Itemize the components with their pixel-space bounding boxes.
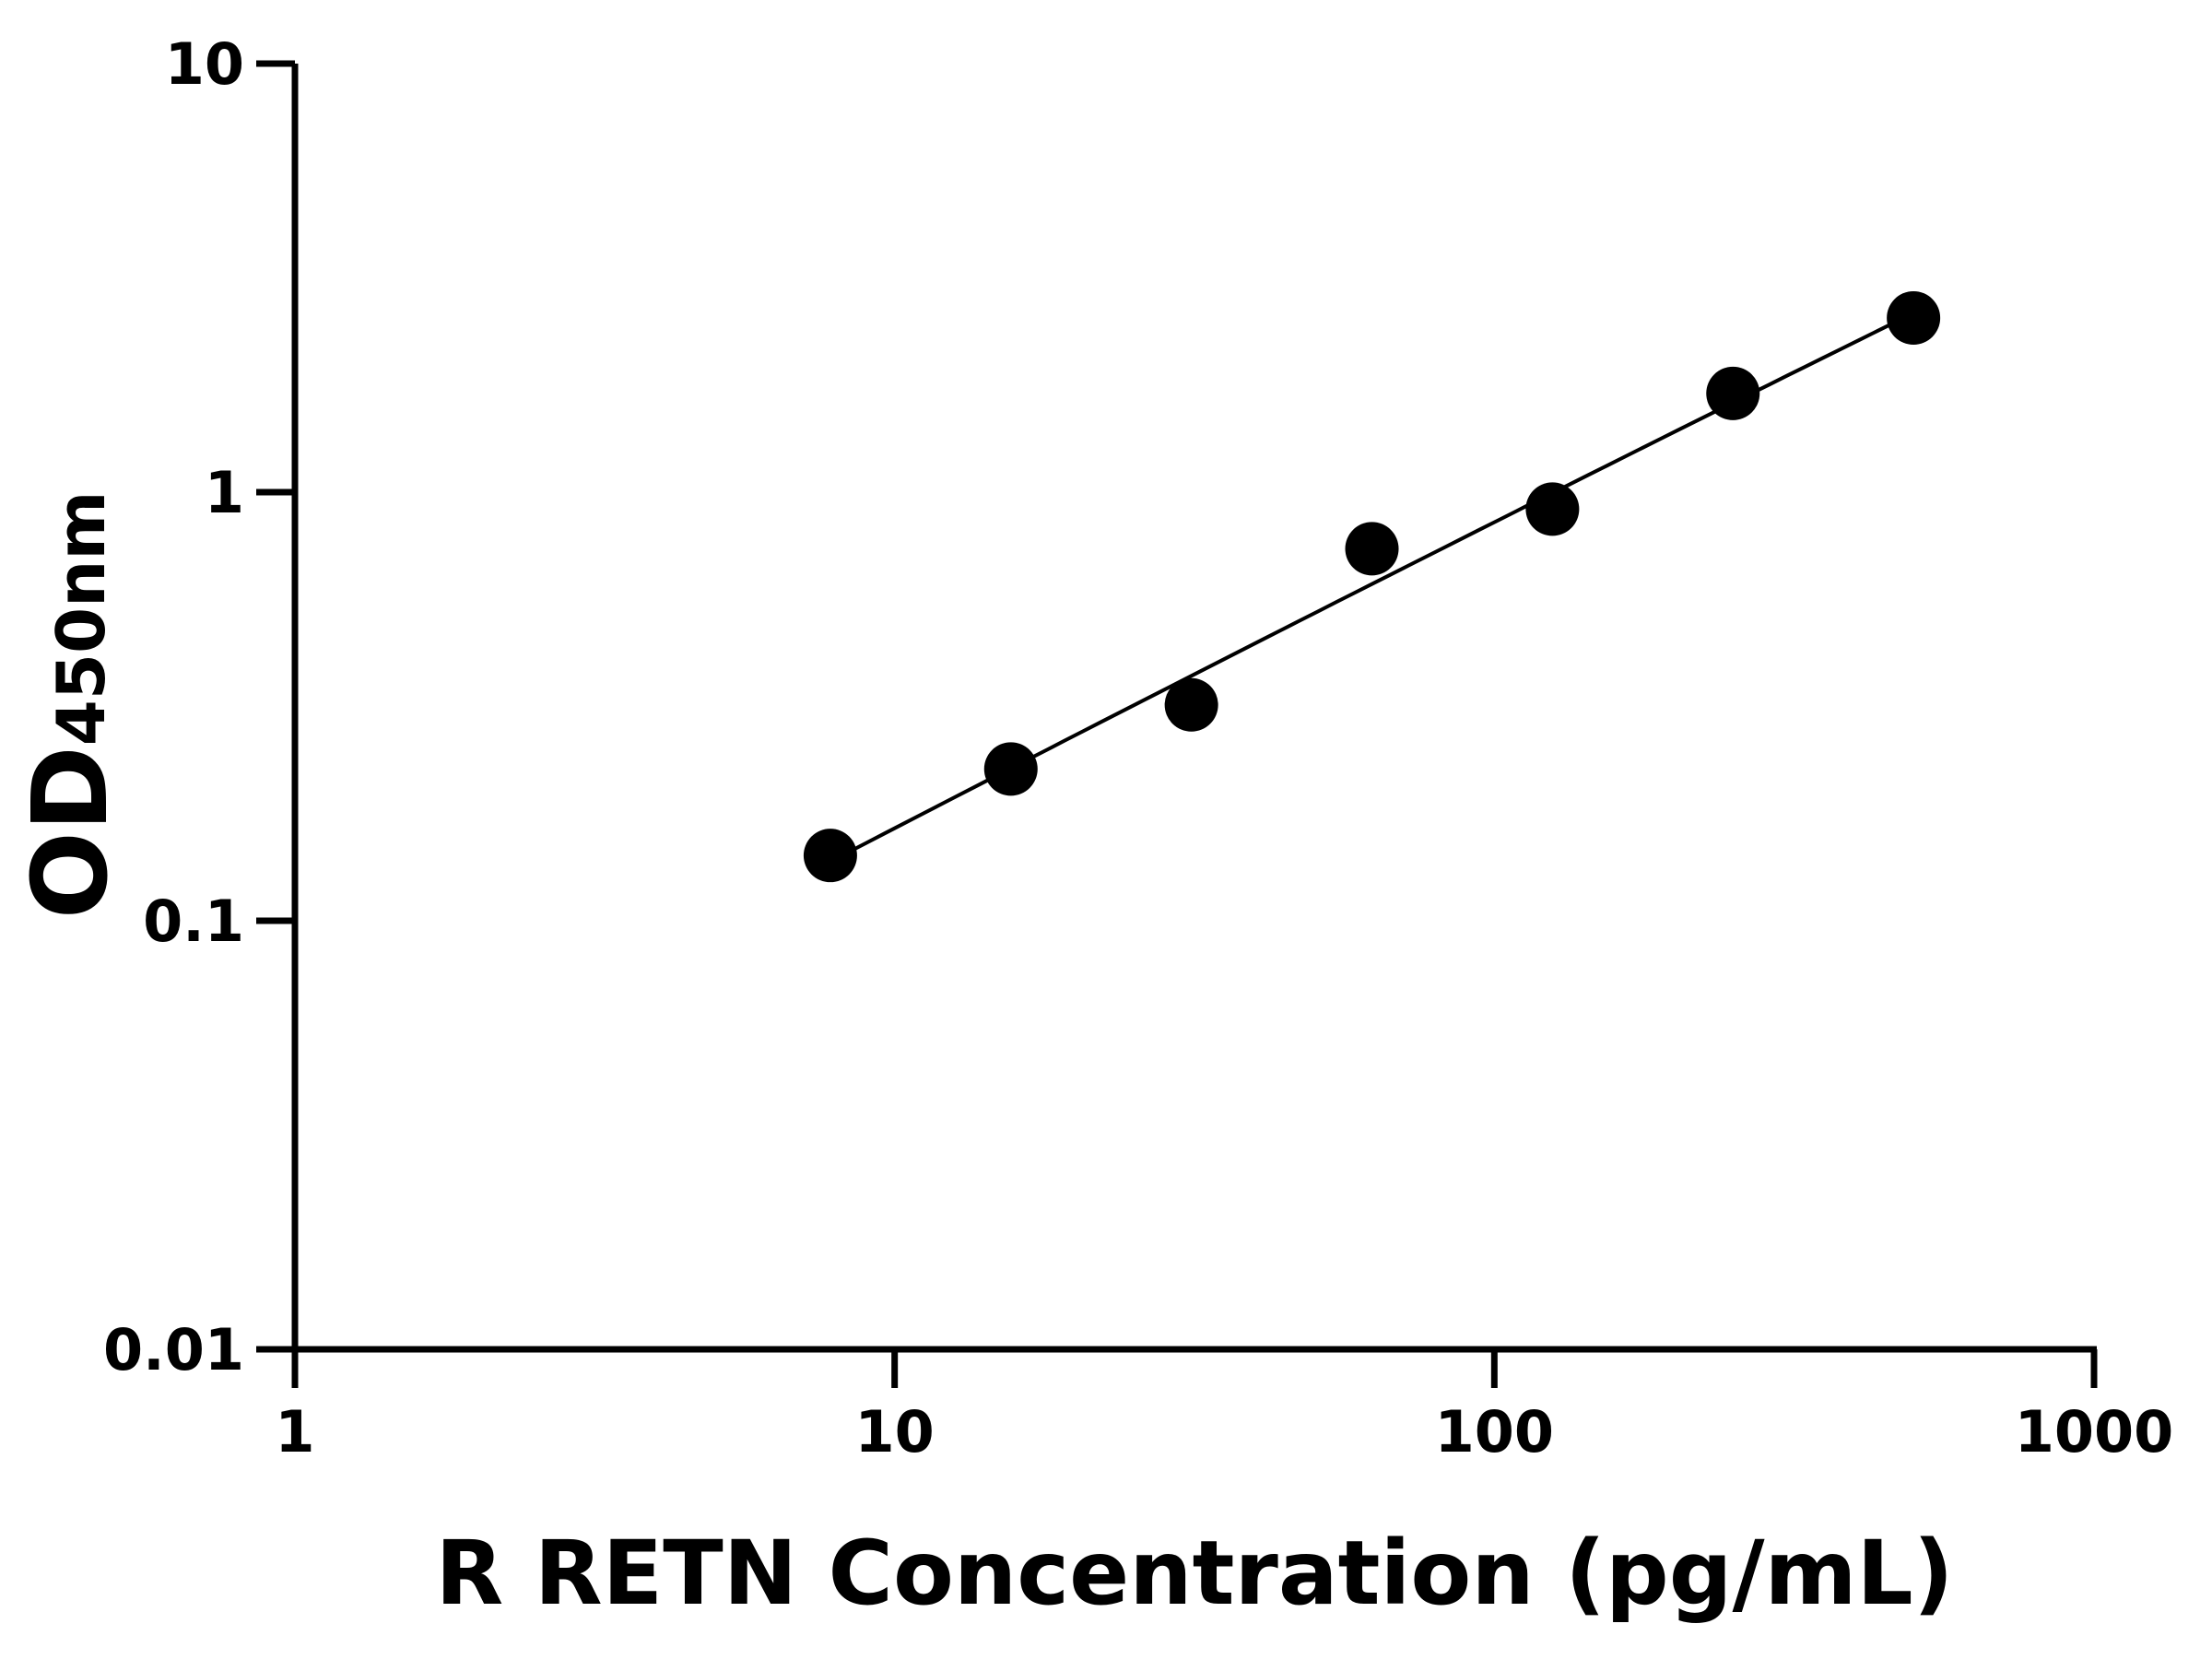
y-tick-label: 1 — [205, 459, 244, 526]
y-tick-label: 10 — [165, 30, 244, 98]
y-axis-title: OD450nm — [11, 491, 131, 920]
data-point — [1525, 482, 1580, 536]
data-point — [803, 829, 857, 883]
x-tick-label: 10 — [855, 1398, 935, 1465]
ticks: 1 10 100 1000 0.01 0.1 1 10 — [103, 30, 2173, 1465]
x-axis-title: R RETN Concentration (pg/mL) — [435, 1522, 1953, 1625]
data-point — [1164, 677, 1218, 732]
y-axis-title-main: OD — [11, 746, 131, 919]
x-tick-label: 1000 — [2015, 1398, 2174, 1465]
y-tick-label: 0.01 — [103, 1316, 244, 1383]
y-axis-title-sub: 450nm — [42, 491, 120, 747]
data-point — [1887, 290, 1941, 345]
data-point — [1706, 366, 1760, 420]
data-point — [983, 742, 1038, 796]
x-tick-label: 100 — [1435, 1398, 1554, 1465]
x-tick-label: 1 — [275, 1398, 314, 1465]
data-points — [803, 290, 1941, 883]
y-tick-label: 0.1 — [143, 888, 244, 955]
axes — [291, 64, 2097, 1353]
data-point — [1345, 522, 1399, 576]
